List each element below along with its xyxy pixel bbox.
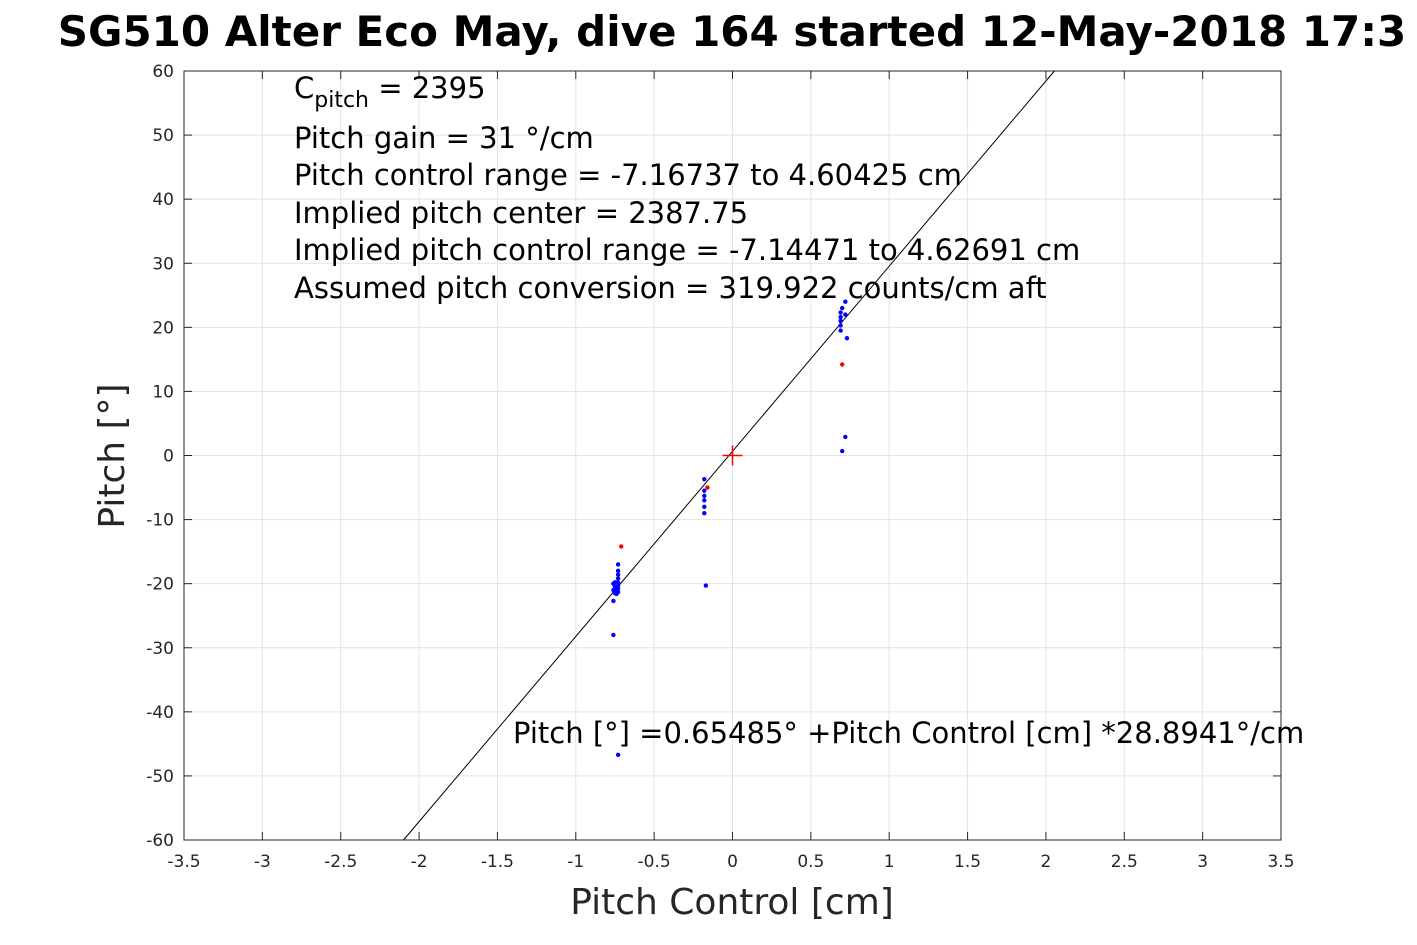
cpitch-annotation: Cpitch = 2395 bbox=[294, 71, 486, 113]
x-tick-label: 2.5 bbox=[1111, 852, 1138, 872]
data-point-series-1 bbox=[702, 493, 707, 499]
data-point-series-1 bbox=[615, 572, 621, 577]
cpitch-symbol: C bbox=[294, 71, 314, 105]
data-point-series-1 bbox=[844, 336, 850, 341]
data-point-series-1 bbox=[702, 488, 707, 493]
y-tick-label: 60 bbox=[152, 62, 174, 82]
data-point-series-2 bbox=[705, 485, 710, 490]
x-tick-label: 1 bbox=[884, 852, 895, 872]
fit-equation-annotation: Pitch [°] =0.65485° +Pitch Control [cm] … bbox=[513, 716, 1304, 750]
y-tick-label: 20 bbox=[152, 318, 174, 338]
implied-range-annotation: Implied pitch control range = -7.14471 t… bbox=[294, 233, 1080, 267]
y-axis-label: Pitch [°] bbox=[92, 383, 133, 528]
data-point-series-1 bbox=[702, 477, 707, 482]
data-point-series-1 bbox=[702, 498, 707, 503]
chart-title: SG510 Alter Eco May, dive 164 started 12… bbox=[58, 7, 1407, 56]
data-point-series-2 bbox=[619, 544, 624, 549]
data-point-series-1 bbox=[702, 504, 707, 509]
data-point-series-1 bbox=[838, 318, 843, 324]
y-tick-label: 0 bbox=[163, 447, 174, 467]
x-tick-label: -0.5 bbox=[638, 852, 671, 872]
data-point-series-1 bbox=[838, 323, 843, 328]
x-tick-label: 3 bbox=[1197, 852, 1208, 872]
data-point-series-1 bbox=[702, 510, 707, 516]
cpitch-value: = 2395 bbox=[369, 71, 486, 105]
y-tick-label: -40 bbox=[146, 703, 174, 723]
ticks-layer: -3.5 -3 -2.5 -2 -1.5 -1 -0.5 0 0.5 1 1.5 2 2.5 3 3.5 -6… bbox=[146, 62, 1294, 872]
x-tick-label: -3 bbox=[254, 852, 271, 872]
data-layer bbox=[403, 70, 1055, 841]
x-axis-label: Pitch Control [cm] bbox=[570, 882, 894, 923]
cpitch-subscript: pitch bbox=[314, 88, 369, 113]
pitch-gain-annotation: Pitch gain = 31 °/cm bbox=[294, 121, 594, 155]
data-point-series-1 bbox=[615, 576, 621, 581]
data-point-series-1 bbox=[843, 299, 848, 304]
y-tick-label: 40 bbox=[152, 190, 174, 210]
plot-frame bbox=[183, 70, 1282, 841]
y-tick-label: -20 bbox=[146, 575, 174, 595]
data-point-series-1 bbox=[838, 328, 843, 333]
control-range-annotation: Pitch control range = -7.16737 to 4.6042… bbox=[294, 158, 962, 192]
data-point-series-1 bbox=[615, 580, 621, 585]
data-point-series-1 bbox=[843, 434, 848, 440]
x-tick-label: 0 bbox=[727, 852, 738, 872]
x-tick-label: -1.5 bbox=[481, 852, 514, 872]
y-tick-label: -10 bbox=[146, 511, 174, 531]
x-tick-label: -2.5 bbox=[324, 852, 357, 872]
x-tick-label: 3.5 bbox=[1267, 852, 1294, 872]
data-point-series-1 bbox=[843, 312, 848, 317]
data-point-series-1 bbox=[615, 562, 621, 567]
data-point-series-1 bbox=[615, 568, 621, 574]
y-tick-label: 50 bbox=[152, 126, 174, 146]
y-tick-label: -50 bbox=[146, 767, 174, 787]
data-point-series-1 bbox=[615, 752, 621, 757]
y-tick-label: 30 bbox=[152, 254, 174, 274]
y-tick-label: -30 bbox=[146, 639, 174, 659]
x-tick-label: 0.5 bbox=[797, 852, 824, 872]
assumed-conversion-annotation: Assumed pitch conversion = 319.922 count… bbox=[294, 271, 1047, 305]
x-tick-label: -2 bbox=[411, 852, 428, 872]
data-point-series-1 bbox=[838, 310, 843, 315]
data-point-series-1 bbox=[703, 583, 709, 588]
data-point-series-1 bbox=[838, 314, 843, 320]
data-point-series-1 bbox=[611, 587, 616, 593]
x-tick-label: 1.5 bbox=[954, 852, 981, 872]
data-point-series-1 bbox=[840, 448, 845, 454]
data-point-series-1 bbox=[611, 632, 616, 638]
x-tick-label: 2 bbox=[1041, 852, 1052, 872]
implied-center-annotation: Implied pitch center = 2387.75 bbox=[294, 196, 748, 230]
x-tick-label: -3.5 bbox=[167, 852, 200, 872]
data-point-series-1 bbox=[611, 598, 616, 604]
data-point-series-2 bbox=[840, 362, 845, 367]
y-tick-label: 10 bbox=[152, 382, 174, 402]
x-tick-label: -1 bbox=[567, 852, 584, 872]
data-point-series-1 bbox=[611, 581, 616, 586]
data-point-series-1 bbox=[840, 305, 845, 311]
y-tick-label: -60 bbox=[146, 831, 174, 851]
